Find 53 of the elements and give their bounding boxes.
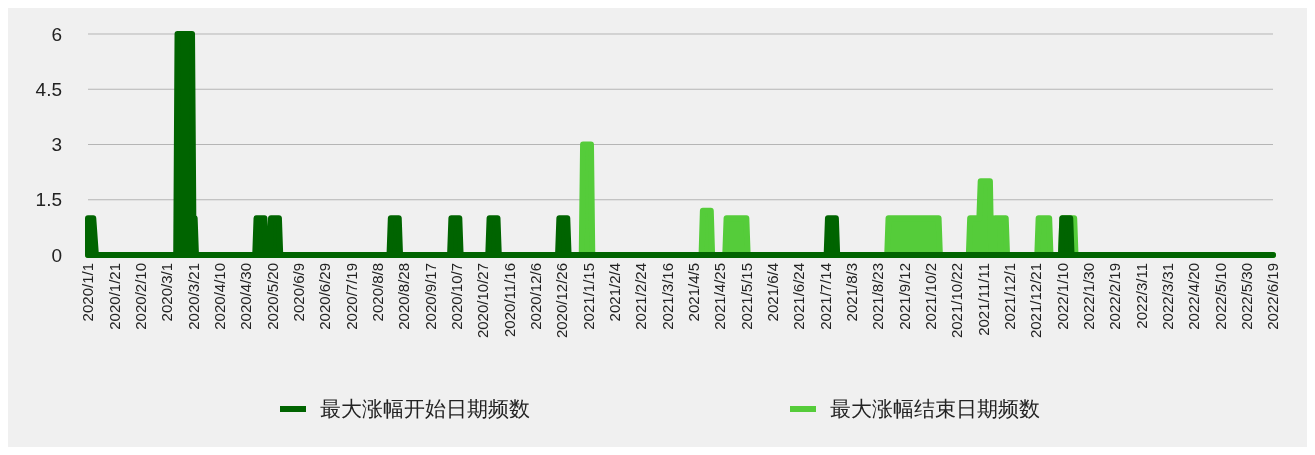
x-tick-label: 2021/10/22 [948,263,966,339]
x-tick-label: 2020/8/8 [368,263,386,322]
x-tick-label: 2022/5/30 [1237,263,1255,330]
x-tick-label: 2020/12/6 [526,263,544,330]
x-tick-label: 2020/6/29 [316,263,334,330]
x-tick-label: 2021/12/21 [1027,263,1045,339]
x-tick-label: 2021/4/25 [711,263,729,330]
x-tick-label: 2020/11/16 [500,263,518,337]
x-tick-label: 2020/2/10 [131,263,149,330]
x-tick-label: 2021/5/15 [737,263,755,330]
y-tick-label: 1.5 [35,189,62,211]
x-tick-label: 2021/2/24 [632,263,650,330]
x-tick-label: 2020/5/20 [263,263,281,330]
x-tick-label: 2021/11/11 [974,263,992,336]
x-tick-label: 2020/4/30 [237,263,255,330]
x-tick-label: 2021/1/15 [579,263,597,330]
y-tick-label: 6 [51,23,62,45]
x-tick-label: 2021/6/24 [790,263,808,330]
x-tick-label: 2021/3/16 [658,263,676,330]
x-tick-label: 2022/3/31 [1158,263,1176,330]
x-tick-label: 2021/9/12 [895,263,913,330]
y-tick-label: 0 [51,244,62,266]
x-tick-label: 2022/4/20 [1185,263,1203,330]
x-tick-label: 2021/8/23 [869,263,887,330]
legend-label: 最大涨幅开始日期频数 [320,397,530,421]
x-tick-label: 2022/1/30 [1079,263,1097,330]
x-tick-label: 2020/8/28 [395,263,413,330]
x-tick-label: 2022/5/10 [1211,263,1229,330]
x-tick-label: 2020/10/27 [474,263,492,339]
x-tick-label: 2020/3/1 [158,263,176,322]
x-tick-label: 2021/6/4 [763,263,781,322]
x-tick-label: 2020/7/19 [342,263,360,330]
x-tick-label: 2021/2/4 [605,263,623,322]
legend-label: 最大涨幅结束日期频数 [830,397,1040,421]
x-tick-label: 2022/6/19 [1264,263,1282,330]
x-tick-label: 2020/10/7 [447,263,465,330]
x-tick-label: 2020/1/1 [79,263,97,322]
x-tick-label: 2021/7/14 [816,263,834,330]
x-tick-label: 2021/10/2 [921,263,939,330]
x-tick-label: 2020/6/9 [289,263,307,322]
x-tick-label: 2021/12/1 [1000,263,1018,330]
x-tick-label: 2021/4/5 [684,263,702,322]
x-tick-label: 2020/1/21 [105,263,123,330]
x-tick-label: 2022/3/11 [1132,263,1150,329]
x-tick-label: 2022/1/10 [1053,263,1071,330]
y-tick-label: 3 [51,134,62,156]
y-tick-label: 4.5 [35,78,62,100]
x-tick-label: 2020/9/17 [421,263,439,330]
x-tick-label: 2020/4/10 [210,263,228,330]
x-tick-label: 2021/8/3 [842,263,860,322]
x-tick-label: 2022/2/19 [1106,263,1124,330]
x-tick-label: 2020/12/26 [553,263,571,339]
x-tick-label: 2020/3/21 [184,263,202,330]
